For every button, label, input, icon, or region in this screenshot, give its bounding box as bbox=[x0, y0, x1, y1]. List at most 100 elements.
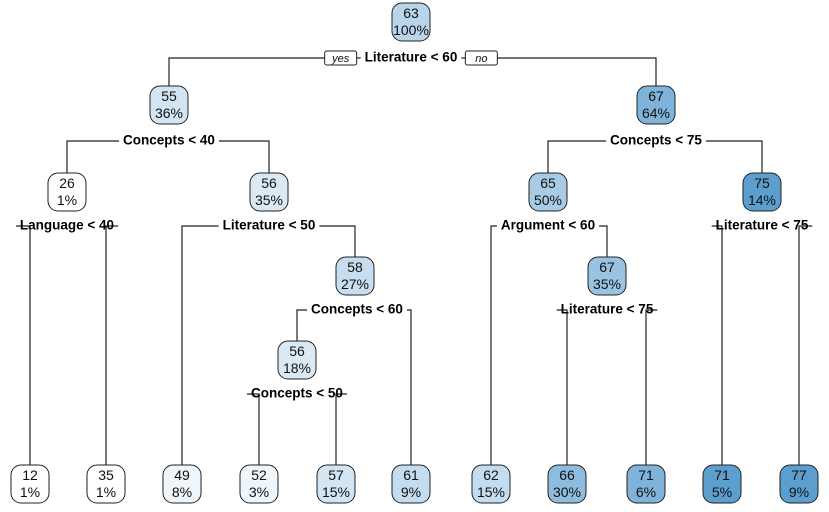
node-percent: 27% bbox=[341, 276, 369, 292]
node-value: 26 bbox=[59, 175, 75, 191]
edge-s7-left bbox=[296, 309, 308, 341]
node-percent: 18% bbox=[283, 360, 311, 376]
node-value: 52 bbox=[251, 467, 267, 483]
split-label-s1: Concepts < 40 bbox=[123, 133, 215, 148]
tree-node-l11: 779% bbox=[779, 464, 819, 504]
edge-s2-right bbox=[705, 140, 763, 173]
node-percent: 50% bbox=[534, 192, 562, 208]
edge-s3-left bbox=[15, 225, 31, 465]
split-label-s9: Concepts < 50 bbox=[251, 386, 343, 401]
node-box bbox=[702, 464, 742, 504]
node-percent: 35% bbox=[255, 192, 283, 208]
node-value: 63 bbox=[403, 5, 419, 21]
node-value: 75 bbox=[754, 175, 770, 191]
edge-s6-left bbox=[711, 225, 723, 465]
node-value: 56 bbox=[289, 343, 305, 359]
node-box bbox=[239, 464, 279, 504]
node-percent: 14% bbox=[748, 192, 776, 208]
split-label-s3: Language < 40 bbox=[20, 218, 114, 233]
node-percent: 6% bbox=[636, 484, 656, 500]
node-value: 65 bbox=[540, 175, 556, 191]
edge-s8-right bbox=[645, 309, 658, 465]
edge-s1-left bbox=[66, 140, 120, 173]
edge-s7-right bbox=[406, 309, 412, 465]
node-value: 67 bbox=[599, 259, 615, 275]
split-label-s6: Literature < 75 bbox=[716, 218, 809, 233]
node-box bbox=[277, 340, 317, 380]
node-box bbox=[149, 85, 189, 125]
tree-node-l1: 121% bbox=[10, 464, 50, 504]
node-box bbox=[626, 464, 666, 504]
node-box bbox=[779, 464, 819, 504]
svg-text:yes: yes bbox=[331, 53, 350, 65]
node-box bbox=[86, 464, 126, 504]
node-box bbox=[391, 464, 431, 504]
node-percent: 5% bbox=[712, 484, 732, 500]
yes-tag: yes bbox=[324, 50, 358, 66]
node-value: 57 bbox=[328, 467, 344, 483]
node-box bbox=[636, 85, 676, 125]
node-box bbox=[547, 464, 587, 504]
tree-node-n3: 261% bbox=[47, 172, 87, 212]
node-box bbox=[587, 256, 627, 296]
node-value: 55 bbox=[161, 88, 177, 104]
node-value: 71 bbox=[714, 467, 730, 483]
node-value: 61 bbox=[403, 467, 419, 483]
svg-text:no: no bbox=[475, 53, 487, 65]
tree-node-l9: 716% bbox=[626, 464, 666, 504]
edge-s5-right bbox=[599, 225, 608, 257]
node-percent: 35% bbox=[593, 276, 621, 292]
node-percent: 9% bbox=[401, 484, 421, 500]
node-percent: 3% bbox=[249, 484, 269, 500]
tree-node-l3: 498% bbox=[162, 464, 202, 504]
split-label-s4: Literature < 50 bbox=[223, 218, 316, 233]
edge-s2-left bbox=[547, 140, 607, 173]
node-percent: 1% bbox=[20, 484, 40, 500]
node-percent: 1% bbox=[57, 192, 77, 208]
node-box bbox=[742, 172, 782, 212]
edge-s0-left bbox=[168, 57, 361, 86]
node-value: 58 bbox=[347, 259, 363, 275]
node-value: 71 bbox=[638, 467, 654, 483]
edge-s9-right bbox=[335, 393, 347, 465]
node-box bbox=[249, 172, 289, 212]
tree-node-l10: 715% bbox=[702, 464, 742, 504]
node-box bbox=[391, 2, 431, 42]
node-box bbox=[528, 172, 568, 212]
edge-s5-left bbox=[490, 225, 497, 465]
no-tag: no bbox=[464, 50, 498, 66]
split-label-s5: Argument < 60 bbox=[501, 218, 595, 233]
edge-s8-left bbox=[556, 309, 568, 465]
node-percent: 15% bbox=[322, 484, 350, 500]
split-label-s2: Concepts < 75 bbox=[610, 133, 702, 148]
tree-node-l4: 523% bbox=[239, 464, 279, 504]
node-percent: 64% bbox=[642, 105, 670, 121]
node-value: 35 bbox=[98, 467, 114, 483]
node-percent: 30% bbox=[553, 484, 581, 500]
edge-s0-right bbox=[461, 57, 657, 86]
node-value: 12 bbox=[22, 467, 38, 483]
node-value: 77 bbox=[791, 467, 807, 483]
node-value: 62 bbox=[483, 467, 499, 483]
node-box bbox=[162, 464, 202, 504]
split-label-s8: Literature < 75 bbox=[561, 302, 654, 317]
split-label-s7: Concepts < 60 bbox=[311, 302, 403, 317]
node-percent: 8% bbox=[172, 484, 192, 500]
node-box bbox=[10, 464, 50, 504]
edge-s4-left bbox=[181, 225, 219, 465]
edge-s6-right bbox=[798, 225, 813, 465]
edge-s3-right bbox=[105, 225, 119, 465]
node-value: 49 bbox=[174, 467, 190, 483]
node-box bbox=[471, 464, 511, 504]
node-value: 67 bbox=[648, 88, 664, 104]
